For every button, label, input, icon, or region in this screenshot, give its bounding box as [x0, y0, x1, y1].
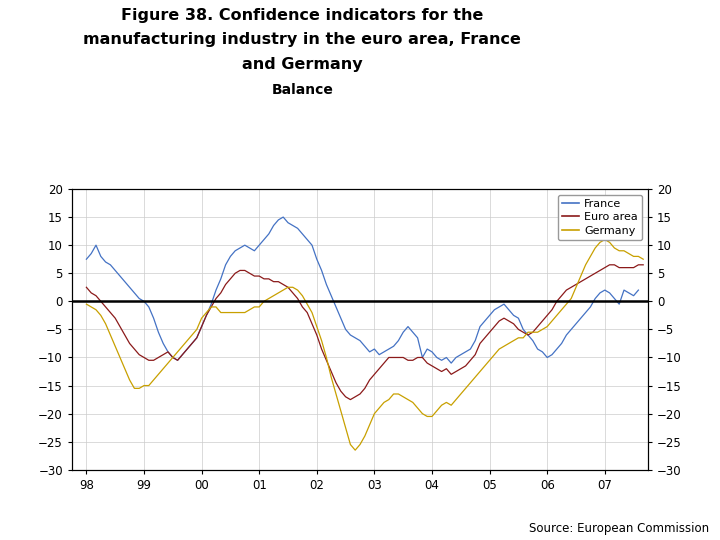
Euro area: [332, 380, 341, 386]
Euro area: [346, 396, 355, 403]
Euro area: [188, 340, 197, 347]
France: [552, 346, 561, 352]
Line: Euro area: Euro area: [86, 265, 643, 400]
Euro area: [231, 270, 240, 276]
Germany: [197, 315, 206, 321]
Germany: [82, 301, 91, 307]
Germany: [188, 332, 197, 338]
Germany: [610, 245, 618, 251]
Euro area: [82, 284, 91, 291]
Line: Germany: Germany: [86, 240, 643, 450]
Text: manufacturing industry in the euro area, France: manufacturing industry in the euro area,…: [84, 32, 521, 48]
Germany: [600, 237, 609, 243]
France: [279, 214, 287, 220]
France: [462, 349, 470, 355]
Legend: France, Euro area, Germany: France, Euro area, Germany: [557, 194, 642, 240]
Text: and Germany: and Germany: [242, 57, 363, 72]
Germany: [212, 303, 220, 310]
Line: France: France: [86, 217, 639, 363]
Euro area: [606, 261, 614, 268]
France: [82, 256, 91, 262]
Euro area: [212, 295, 220, 302]
Germany: [231, 309, 240, 316]
Germany: [639, 256, 647, 262]
France: [447, 360, 456, 366]
France: [538, 349, 546, 355]
Text: Balance: Balance: [271, 83, 333, 97]
Euro area: [610, 261, 618, 268]
Germany: [351, 447, 359, 454]
Germany: [332, 391, 341, 397]
France: [600, 287, 609, 293]
France: [634, 287, 643, 293]
France: [423, 346, 431, 352]
France: [269, 222, 278, 229]
Text: Figure 38. Confidence indicators for the: Figure 38. Confidence indicators for the: [121, 8, 484, 23]
Euro area: [197, 323, 206, 330]
Euro area: [639, 261, 647, 268]
Text: Source: European Commission: Source: European Commission: [529, 522, 709, 535]
